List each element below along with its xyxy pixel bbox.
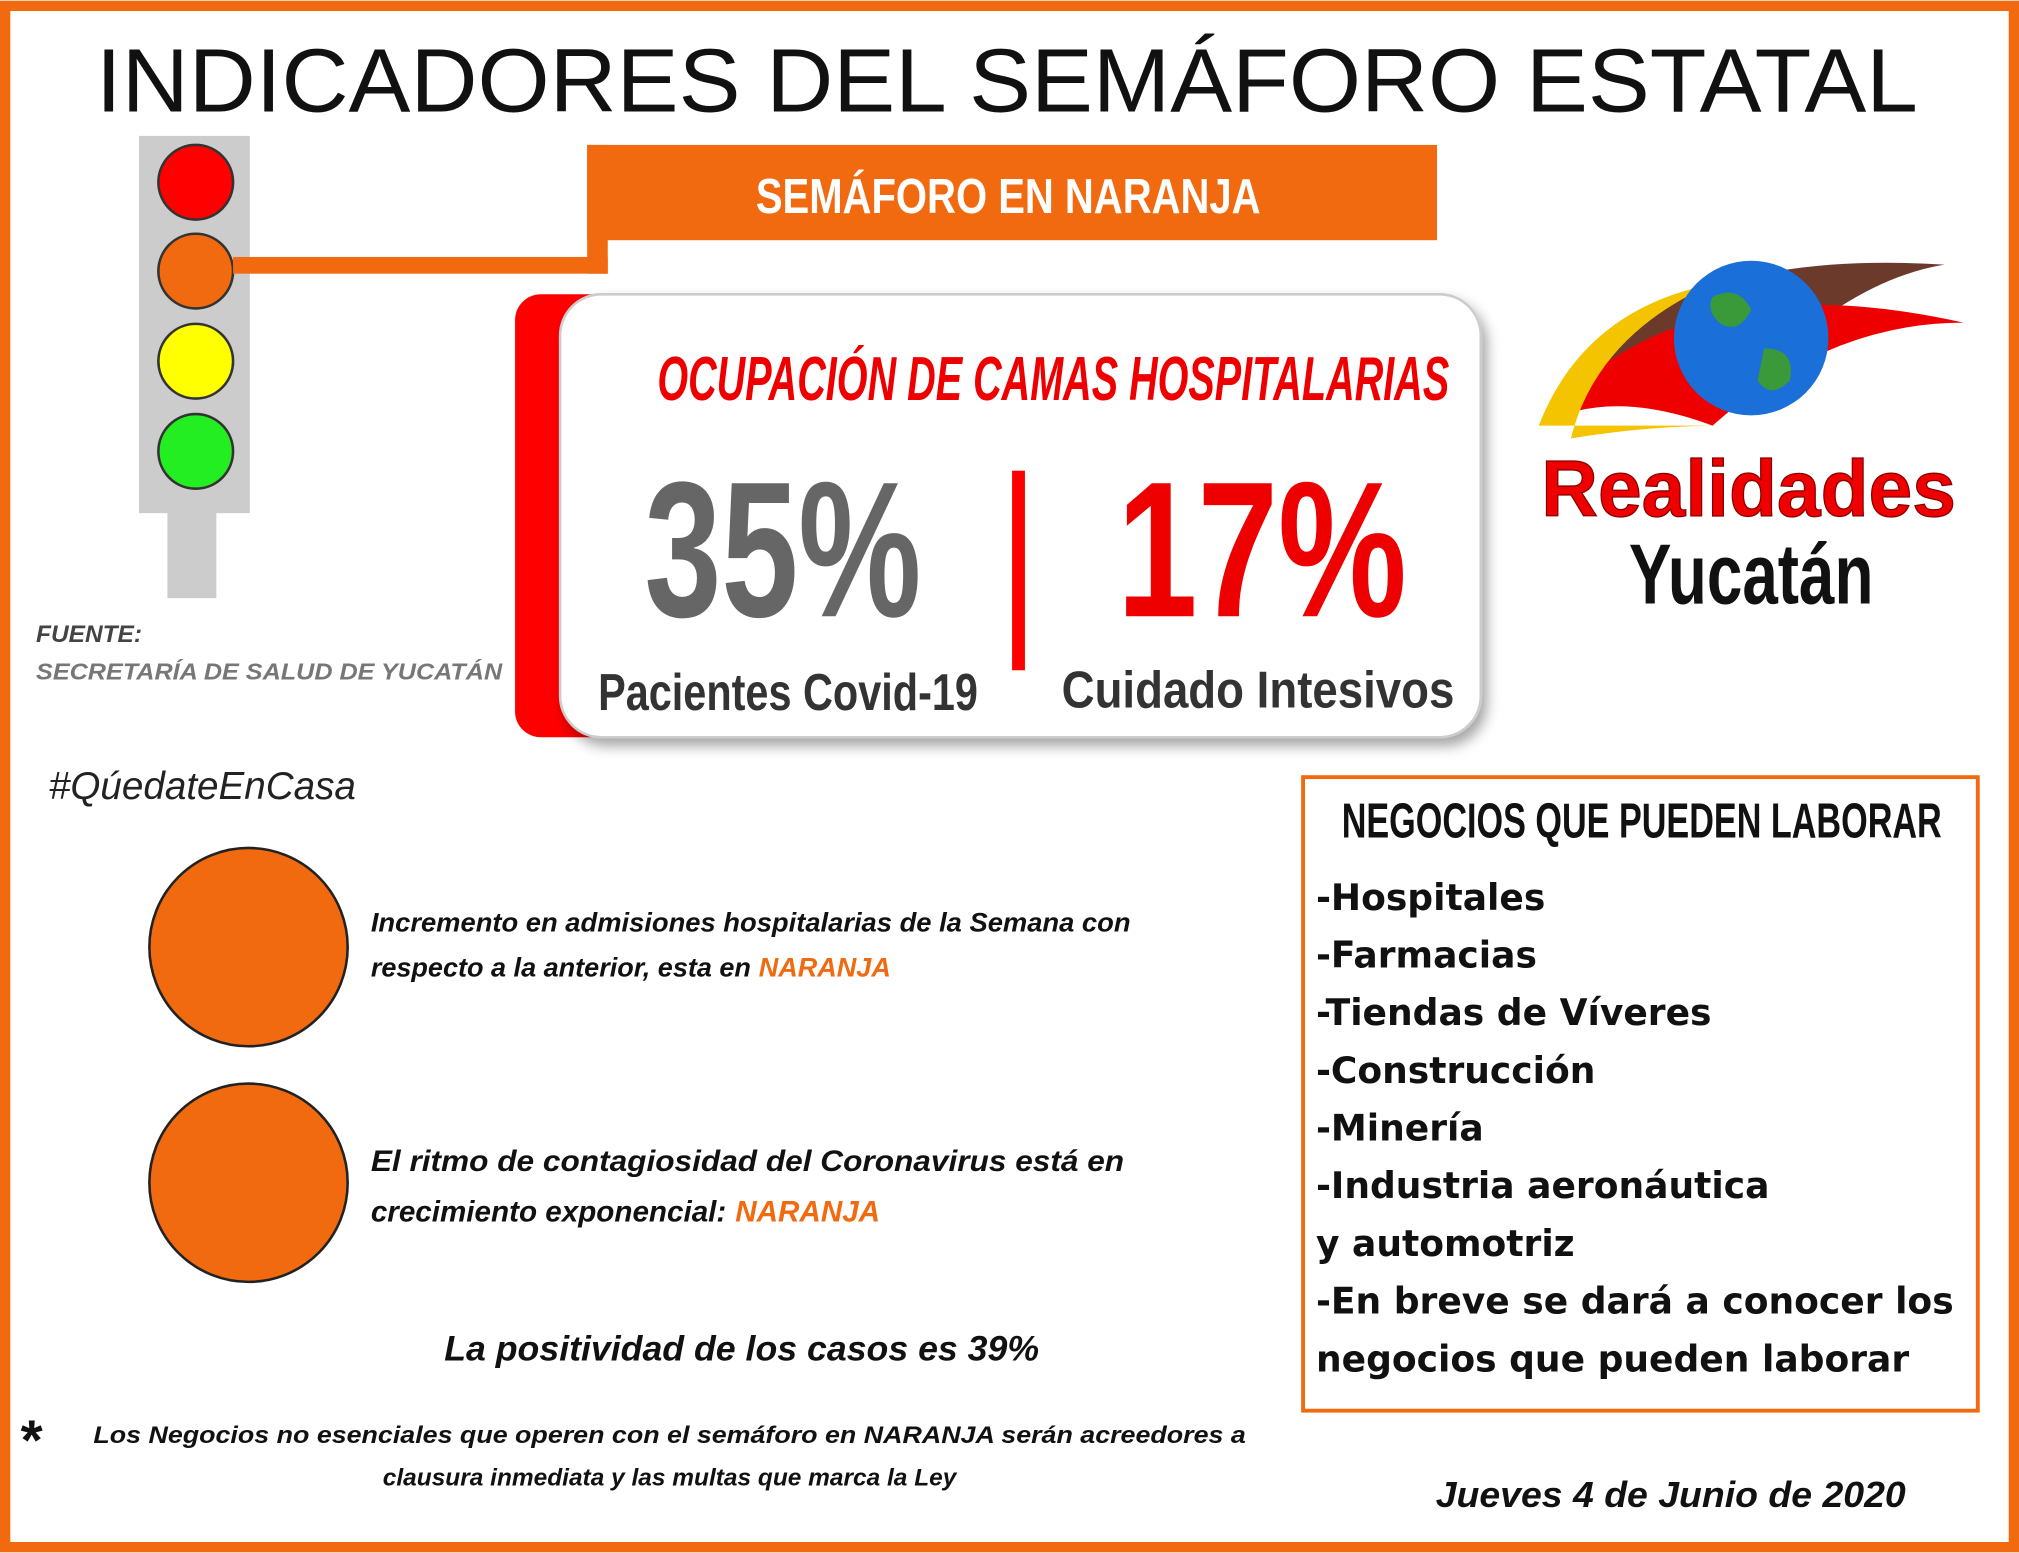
- business-item: -Tiendas de Víveres: [1316, 992, 1712, 1034]
- business-box: [1301, 775, 1980, 1413]
- indicator-highlight: NARANJA: [759, 953, 891, 983]
- logo: [1538, 260, 1964, 439]
- business-item: -Farmacias: [1316, 934, 1537, 976]
- stat-label: Pacientes Covid-19: [598, 663, 978, 721]
- traffic-light: [139, 135, 608, 599]
- indicator-light: [148, 846, 349, 1048]
- indicator-text: crecimiento exponencial: NARANJA: [371, 1195, 880, 1228]
- business-item: y automotriz: [1316, 1223, 1575, 1265]
- business-item: -Construcción: [1316, 1050, 1596, 1092]
- business-item: negocios que pueden laborar: [1316, 1338, 1909, 1380]
- stat-label: Cuidado Intesivos: [1062, 661, 1455, 719]
- business-item: -En breve se dará a conocer los: [1316, 1281, 1954, 1323]
- indicator-text: El ritmo de contagiosidad del Coronaviru…: [371, 1145, 1124, 1178]
- business-title: NEGOCIOS QUE PUEDEN LABORAR: [1342, 795, 1942, 849]
- business-item: -Minería: [1316, 1108, 1484, 1150]
- card-title: OCUPACIÓN DE CAMAS HOSPITALARIAS: [657, 345, 1449, 414]
- logo-text: Yucatán: [1629, 527, 1874, 622]
- footnote-mark: *: [21, 1410, 43, 1473]
- business-list: -Hospitales -Farmacias -Tiendas de Víveres…: [1316, 877, 1954, 1380]
- indicator-text: Incremento en admisiones hospitalarias d…: [371, 908, 1131, 938]
- source-label: FUENTE:: [36, 621, 142, 648]
- hashtag: #QúedateEnCasa: [49, 765, 356, 808]
- indicator-text: respecto a la anterior, esta en: [371, 953, 751, 983]
- logo-text: Realidades: [1541, 444, 1956, 533]
- positivity: La positividad de los casos es 39%: [444, 1330, 1039, 1368]
- banner-text: SEMÁFORO EN NARANJA: [756, 170, 1261, 224]
- source-text: SECRETARÍA DE SALUD DE YUCATÁN: [36, 657, 504, 684]
- indicator-highlight: NARANJA: [735, 1195, 880, 1228]
- stat-value: 35%: [644, 441, 921, 657]
- card: [515, 292, 1483, 739]
- indicator-text: crecimiento exponencial:: [371, 1195, 726, 1228]
- footnote: clausura inmediata y las multas que marc…: [383, 1464, 958, 1491]
- indicator-light: [148, 1082, 349, 1284]
- business-item: -Hospitales: [1316, 877, 1545, 919]
- title: INDICADORES DEL SEMÁFORO ESTATAL: [96, 30, 1918, 131]
- indicator-text: respecto a la anterior, esta en NARANJA: [371, 953, 891, 983]
- date: Jueves 4 de Junio de 2020: [1436, 1474, 1906, 1515]
- business-item: -Industria aeronáutica: [1316, 1165, 1769, 1207]
- footnote: Los Negocios no esenciales que operen co…: [93, 1422, 1245, 1449]
- banner: [587, 144, 1437, 241]
- stat-value: 17%: [1117, 441, 1407, 657]
